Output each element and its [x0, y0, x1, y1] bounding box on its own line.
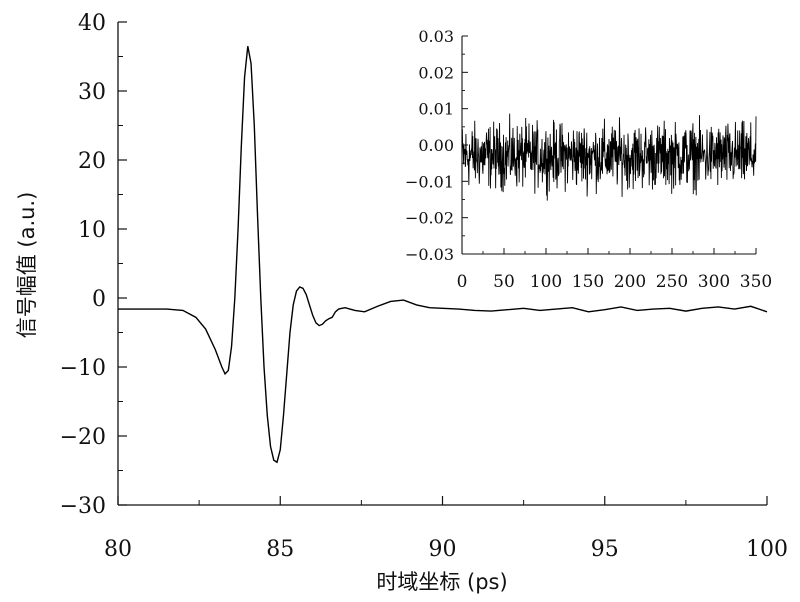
inset-x-tick-label: 100	[530, 272, 562, 292]
x-tick-label: 90	[429, 537, 457, 562]
inset-x-tick-label: 250	[656, 272, 688, 292]
y-tick-label: 40	[78, 11, 106, 36]
inset-y-tick-label: −0.02	[405, 209, 454, 228]
x-tick-label: 100	[746, 537, 788, 562]
inset-x-tick-label: 300	[698, 272, 730, 292]
x-tick-label: 85	[266, 537, 294, 562]
main-ticks: 80 85 90 95 100 −30 −20 −10 0 10 20 30 40	[60, 11, 788, 562]
y-tick-label: −10	[60, 356, 106, 381]
inset-y-tick-label: −0.01	[405, 172, 454, 191]
inset-y-tick-label: −0.03	[405, 245, 454, 264]
y-tick-label: −30	[60, 494, 106, 519]
inset-y-tick-label: 0.00	[418, 136, 454, 155]
y-tick-label: 20	[78, 149, 106, 174]
inset-y-tick-label: 0.01	[418, 100, 454, 119]
inset-x-tick-label: 350	[740, 272, 772, 292]
y-axis-title: 信号幅值 (a.u.)	[15, 192, 39, 339]
y-tick-label: 30	[78, 80, 106, 105]
inset-chart: 0 50 100 150 200 250 300 350 0.03 0.02 0.01 0.00 −0.…	[405, 27, 772, 292]
y-tick-label: 0	[92, 287, 106, 312]
y-tick-label: 10	[78, 218, 106, 243]
x-axis-title: 时域坐标 (ps)	[376, 570, 507, 594]
inset-x-tick-label: 0	[457, 272, 468, 292]
y-tick-label: −20	[60, 425, 106, 450]
inset-series-noise	[461, 113, 757, 201]
inset-x-tick-label: 200	[614, 272, 646, 292]
x-tick-label: 80	[104, 537, 132, 562]
inset-y-tick-label: 0.03	[418, 27, 454, 46]
inset-x-tick-label: 150	[572, 272, 604, 292]
inset-x-tick-label: 50	[493, 272, 515, 292]
inset-y-tick-label: 0.02	[418, 63, 454, 82]
main-series-line	[118, 46, 768, 464]
inset-ticks: 0 50 100 150 200 250 300 350 0.03 0.02 0.01 0.00 −0.…	[405, 27, 772, 292]
x-tick-label: 95	[591, 537, 619, 562]
